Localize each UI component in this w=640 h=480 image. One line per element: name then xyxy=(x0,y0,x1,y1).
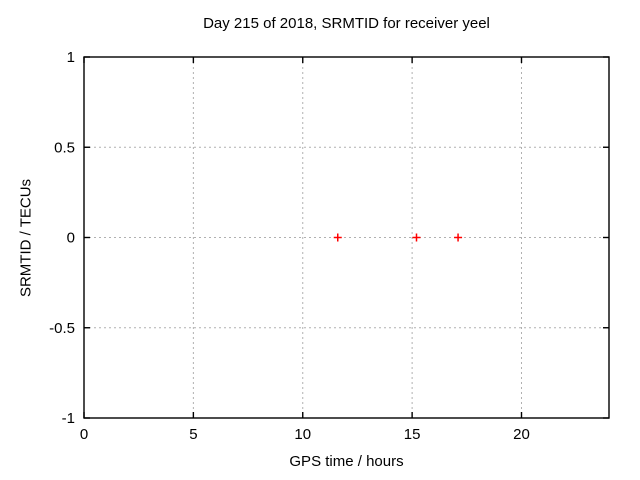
y-tick-label: 0.5 xyxy=(54,139,75,156)
x-tick-label: 0 xyxy=(80,426,88,443)
x-tick-label: 20 xyxy=(513,426,530,443)
x-tick-label: 10 xyxy=(294,426,311,443)
y-tick-label: -1 xyxy=(62,410,75,427)
x-axis-label: GPS time / hours xyxy=(289,453,404,470)
y-tick-label: -0.5 xyxy=(49,320,75,337)
chart-title: Day 215 of 2018, SRMTID for receiver yee… xyxy=(203,15,490,32)
x-tick-label: 5 xyxy=(189,426,197,443)
y-tick-label: 0 xyxy=(67,230,75,247)
y-tick-label: 1 xyxy=(67,49,75,66)
x-tick-label: 15 xyxy=(404,426,421,443)
